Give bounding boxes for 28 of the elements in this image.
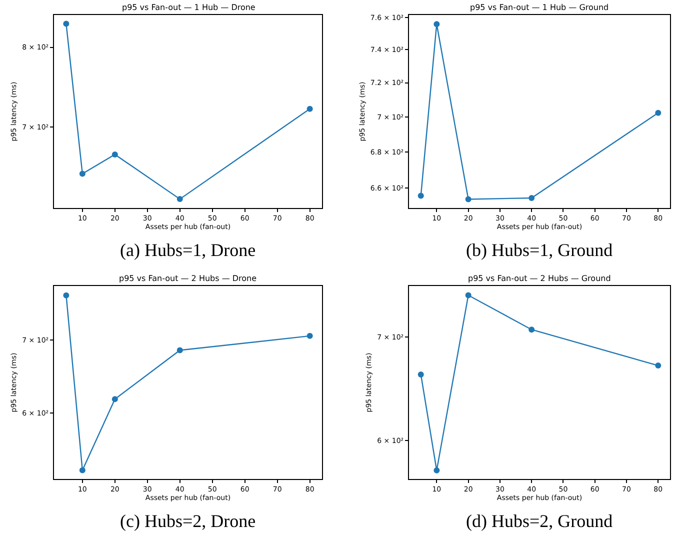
point [306, 332, 313, 339]
point [528, 326, 535, 333]
chart-title: p95 vs Fan-out — 2 Hubs — Drone [119, 274, 257, 283]
point [79, 170, 86, 177]
point [418, 192, 424, 199]
point [655, 110, 662, 116]
chart-title: p95 vs Fan-out — 1 Hub — Drone [122, 3, 256, 12]
point [63, 20, 70, 27]
text: (c) Hubs=2, Drone [120, 511, 256, 531]
point [434, 21, 440, 28]
point [465, 292, 472, 298]
point [528, 194, 535, 201]
point [112, 396, 118, 402]
text: (a) Hubs=1, Drone [120, 240, 256, 260]
chart-title: p95 vs Fan-out — 1 Hub — Ground [470, 3, 609, 12]
point [434, 467, 440, 474]
point [63, 292, 70, 298]
text: (b) Hubs=1, Ground [466, 240, 613, 260]
point [418, 371, 424, 378]
point [465, 196, 472, 202]
text: (d) Hubs=2, Ground [466, 511, 613, 531]
point [112, 151, 118, 158]
chart-title: p95 vs Fan-out — 2 Hubs — Ground [468, 274, 611, 283]
point [79, 467, 86, 474]
point [306, 106, 313, 112]
point [176, 347, 183, 354]
point [655, 362, 662, 369]
point [176, 196, 183, 202]
